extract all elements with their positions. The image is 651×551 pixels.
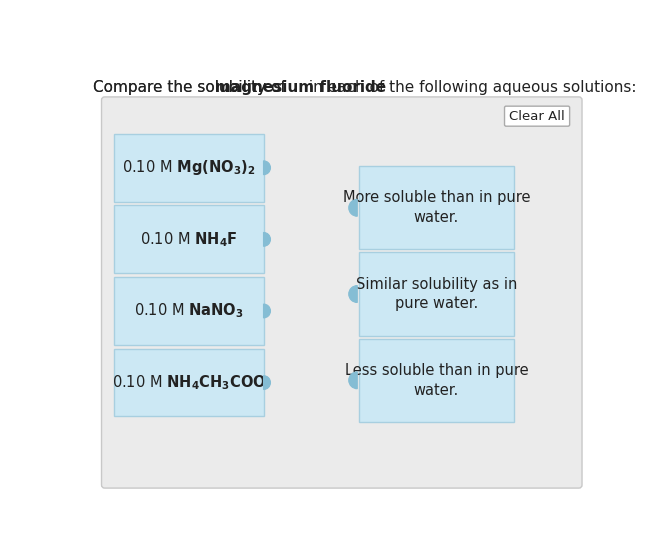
FancyBboxPatch shape bbox=[114, 134, 264, 202]
Text: 0.10 M $\mathbf{NaNO_3}$: 0.10 M $\mathbf{NaNO_3}$ bbox=[134, 301, 243, 320]
Text: 0.10 M $\mathbf{NH_4F}$: 0.10 M $\mathbf{NH_4F}$ bbox=[140, 230, 238, 249]
Text: More soluble than in pure
water.: More soluble than in pure water. bbox=[342, 191, 530, 225]
FancyBboxPatch shape bbox=[114, 206, 264, 273]
Wedge shape bbox=[264, 161, 270, 175]
Wedge shape bbox=[349, 372, 357, 389]
Text: Compare the solubility of: Compare the solubility of bbox=[93, 80, 290, 95]
Text: Compare the solubility of: Compare the solubility of bbox=[93, 80, 290, 95]
FancyBboxPatch shape bbox=[114, 349, 264, 417]
Text: Compare the solubility of magnesium fluoride: Compare the solubility of magnesium fluo… bbox=[93, 80, 444, 95]
FancyBboxPatch shape bbox=[359, 166, 514, 250]
FancyBboxPatch shape bbox=[359, 252, 514, 336]
FancyBboxPatch shape bbox=[505, 106, 570, 126]
Text: Similar solubility as in
pure water.: Similar solubility as in pure water. bbox=[355, 277, 517, 311]
Wedge shape bbox=[349, 199, 357, 217]
Text: in each of the following aqueous solutions:: in each of the following aqueous solutio… bbox=[303, 80, 636, 95]
Wedge shape bbox=[264, 233, 270, 246]
Wedge shape bbox=[349, 285, 357, 302]
Text: magnesium fluoride: magnesium fluoride bbox=[215, 80, 386, 95]
FancyBboxPatch shape bbox=[102, 97, 582, 488]
Wedge shape bbox=[264, 376, 270, 390]
Text: 0.10 M $\mathbf{NH_4CH_3COO}$: 0.10 M $\mathbf{NH_4CH_3COO}$ bbox=[111, 373, 266, 392]
Text: Clear All: Clear All bbox=[509, 110, 565, 123]
FancyBboxPatch shape bbox=[114, 277, 264, 345]
Wedge shape bbox=[264, 304, 270, 318]
Text: 0.10 M $\mathbf{Mg(NO_3)_2}$: 0.10 M $\mathbf{Mg(NO_3)_2}$ bbox=[122, 158, 255, 177]
Text: Less soluble than in pure
water.: Less soluble than in pure water. bbox=[344, 363, 528, 398]
FancyBboxPatch shape bbox=[359, 339, 514, 422]
